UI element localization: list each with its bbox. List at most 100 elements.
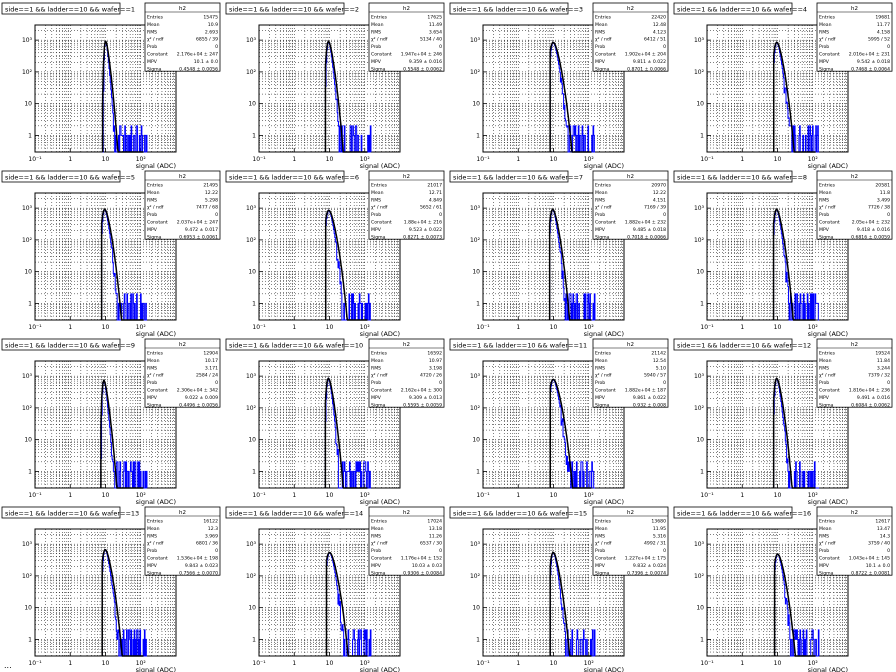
stats-title: h2 (627, 510, 634, 516)
stats-key: χ² / ndf (819, 373, 836, 379)
y-tick-label: 10 (24, 269, 32, 276)
x-tick-label: 10² (136, 324, 147, 331)
x-axis-label: signal (ADC) (136, 330, 176, 338)
y-tick-label: 1 (28, 132, 32, 139)
stats-key: Prob (371, 548, 381, 554)
stats-key: χ² / ndf (595, 37, 612, 43)
x-axis-label: signal (ADC) (808, 330, 848, 338)
stats-key: Entries (819, 351, 836, 357)
y-tick-label: 10³ (470, 373, 481, 380)
stats-key: Mean (595, 190, 608, 196)
histogram-bins (774, 553, 820, 657)
stats-value: 0.5595 ± 0.0059 (403, 402, 442, 408)
stats-key: RMS (819, 533, 829, 539)
stats-key: Entries (147, 183, 164, 189)
title-text: side==1 && ladder==10 && wafer==9 (5, 342, 135, 350)
stats-value: 2.176e+04 ± 247 (177, 52, 218, 58)
stats-key: RMS (147, 29, 157, 35)
stats-frame (816, 170, 893, 240)
stats-value: 12.71 (429, 190, 442, 196)
histogram-panel: 10⁻¹ 1 10 10² 1 10 10² 10³ signal (ADC) side==1 &… (1, 338, 221, 506)
x-axis-label: signal (ADC) (136, 498, 176, 506)
x-axis-label: signal (ADC) (584, 330, 624, 338)
stats-box: h2 Entries 19524 Mean 11.84 RMS 3.244 χ² / ndf 7… (816, 338, 893, 408)
stats-key: Prob (371, 44, 381, 50)
stats-key: Constant (595, 388, 616, 394)
landau-fit-curve (325, 551, 368, 657)
stats-key: Constant (371, 388, 392, 394)
stats-key: χ² / ndf (819, 37, 836, 43)
stats-box: h2 Entries 21017 Mean 12.71 RMS 4.849 χ² / ndf 5… (368, 170, 445, 240)
x-axis-label: signal (ADC) (360, 666, 400, 672)
stats-value: 0 (887, 548, 890, 554)
stats-value: 12.22 (653, 190, 666, 196)
stats-value: 9.832 ± 0.024 (633, 563, 666, 569)
x-tick-label: 1 (68, 492, 72, 499)
x-tick-label: 10 (774, 156, 782, 163)
title-text: side==1 && ladder==10 && wafer==8 (677, 174, 807, 182)
stats-value: 0.4548 ± 0.0056 (179, 66, 218, 72)
stats-value: 15475 (203, 15, 218, 21)
y-tick-label: 1 (476, 468, 480, 475)
landau-fit-curve (773, 553, 816, 657)
x-tick-label: 10 (326, 156, 334, 163)
stats-key: RMS (371, 197, 381, 203)
x-tick-label: 10² (584, 492, 595, 499)
stats-value: 5.10 (656, 365, 666, 371)
x-tick-label: 1 (740, 492, 744, 499)
stats-value: 0 (439, 380, 442, 386)
stats-value: 11.26 (429, 533, 442, 539)
x-tick-label: 1 (68, 324, 72, 331)
panel-title: side==1 && ladder==10 && wafer==5 (1, 170, 135, 183)
y-tick-label: 10³ (694, 37, 705, 44)
stats-value: 12617 (875, 519, 890, 525)
stats-value: 12904 (203, 351, 218, 357)
panel-title: side==1 && ladder==10 && wafer==2 (225, 2, 359, 15)
stats-key: RMS (371, 533, 381, 539)
stats-key: RMS (595, 365, 605, 371)
y-tick-label: 10 (472, 101, 480, 108)
stats-value: 0 (439, 212, 442, 218)
title-text: side==1 && ladder==10 && wafer==2 (229, 6, 359, 14)
stats-value: 0.9306 ± 0.0084 (403, 570, 442, 576)
stats-value: 1.882e+04 ± 187 (625, 388, 666, 394)
stats-value: 9.843 ± 0.023 (185, 563, 218, 569)
stats-key: Sigma (595, 66, 610, 72)
y-tick-label: 10² (694, 573, 705, 580)
x-axis-label: signal (ADC) (136, 666, 176, 672)
stats-frame (144, 170, 221, 240)
stats-key: Mean (819, 190, 832, 196)
x-axis-label: signal (ADC) (808, 162, 848, 170)
x-axis-label: signal (ADC) (360, 162, 400, 170)
stats-value: 0 (663, 380, 666, 386)
stats-key: χ² / ndf (371, 37, 388, 43)
panel-title: side==1 && ladder==10 && wafer==3 (449, 2, 583, 15)
title-text: side==1 && ladder==10 && wafer==7 (453, 174, 583, 182)
x-tick-label: 1 (68, 156, 72, 163)
stats-value: 9.022 ± 0.009 (185, 395, 218, 401)
stats-key: Entries (371, 15, 388, 21)
stats-key: RMS (819, 197, 829, 203)
x-tick-label: 10⁻¹ (252, 156, 266, 163)
stats-value: 0.6084 ± 0.0062 (851, 402, 890, 408)
panel-title: side==1 && ladder==10 && wafer==4 (673, 2, 807, 15)
stats-key: χ² / ndf (819, 541, 836, 547)
y-tick-label: 10 (472, 269, 480, 276)
histogram-panel: 10⁻¹ 1 10 10² 1 10 10² 10³ signal (ADC) side==1 &… (673, 506, 893, 672)
stats-value: 11.8 (880, 190, 890, 196)
stats-key: MPV (595, 227, 606, 233)
x-tick-label: 1 (292, 324, 296, 331)
stats-value: 3.171 (205, 365, 218, 371)
stats-box: h2 Entries 20970 Mean 12.22 RMS 4.151 χ² / ndf 7… (592, 170, 669, 240)
stats-key: Entries (819, 15, 836, 21)
stats-key: Mean (371, 526, 384, 532)
stats-value: 0.8701 ± 0.0066 (627, 66, 666, 72)
stats-box: h2 Entries 17625 Mean 11.49 RMS 3.654 χ² / ndf 5… (368, 2, 445, 72)
stats-value: 7169 / 39 (644, 205, 666, 211)
stats-value: 9.472 ± 0.017 (185, 227, 218, 233)
panel-title: side==1 && ladder==10 && wafer==8 (673, 170, 807, 183)
x-tick-label: 10 (102, 324, 110, 331)
stats-value: 2584 / 24 (196, 373, 218, 379)
y-tick-label: 10 (696, 437, 704, 444)
